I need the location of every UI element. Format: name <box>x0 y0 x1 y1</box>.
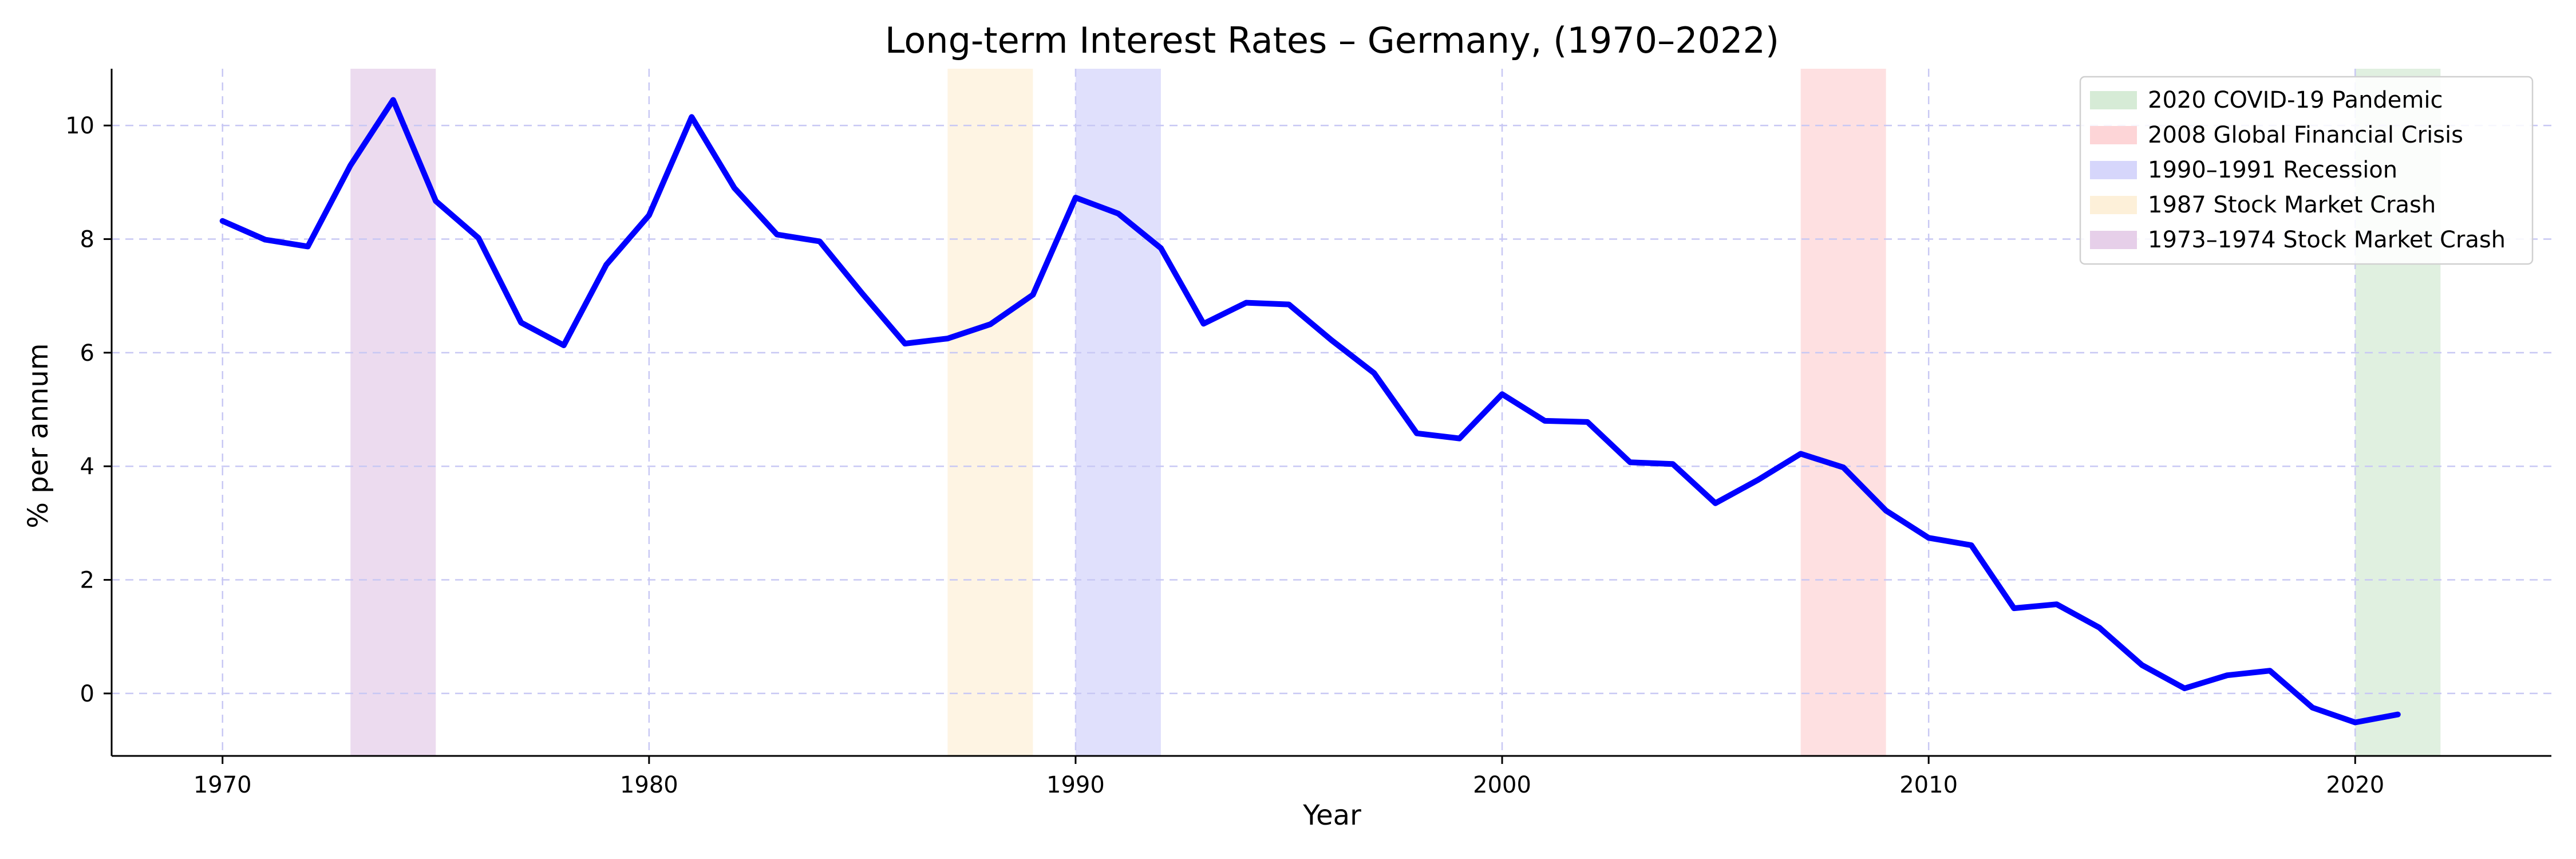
y-tick-label-8: 8 <box>80 227 94 253</box>
series-line-0 <box>219 97 2401 726</box>
legend-label-1: 2008 Global Financial Crisis <box>2148 122 2463 148</box>
shaded-period-1 <box>947 69 1033 756</box>
y-axis-label: % per annum <box>22 343 54 528</box>
tick-layer: 1970 1980 1990 2000 2010 2020 0 2 4 6 8 10 <box>65 113 2384 798</box>
legend-swatch-3 <box>2090 196 2137 214</box>
legend-label-2: 1990–1991 Recession <box>2148 157 2397 183</box>
shaded-period-0 <box>350 69 436 756</box>
shaded-period-2 <box>1075 69 1161 756</box>
y-tick-label-4: 4 <box>80 454 94 480</box>
legend-swatch-0 <box>2090 91 2137 109</box>
x-tick-label-1980: 1980 <box>620 772 678 798</box>
legend-swatch-2 <box>2090 161 2137 179</box>
legend-swatch-4 <box>2090 231 2137 249</box>
x-tick-label-2020: 2020 <box>2326 772 2384 798</box>
legend: 2020 COVID-19 Pandemic 2008 Global Financ… <box>2079 76 2534 265</box>
y-tick-label-6: 6 <box>80 340 94 367</box>
y-tick-label-2: 2 <box>80 568 94 594</box>
x-tick-label-2000: 2000 <box>1473 772 1531 798</box>
x-tick-label-1990: 1990 <box>1046 772 1105 798</box>
series-layer <box>219 97 2401 726</box>
chart-title: Long-term Interest Rates – Germany, (197… <box>885 19 1779 61</box>
legend-label-3: 1987 Stock Market Crash <box>2148 192 2436 218</box>
y-tick-label-10: 10 <box>65 113 94 139</box>
gridlines <box>112 69 2551 756</box>
legend-label-0: 2020 COVID-19 Pandemic <box>2148 87 2443 113</box>
x-tick-label-2010: 2010 <box>1899 772 1958 798</box>
legend-swatch-1 <box>2090 126 2137 144</box>
shaded-period-3 <box>1800 69 1886 756</box>
axes <box>110 69 2551 757</box>
x-axis-label: Year <box>1302 799 1361 832</box>
x-tick-label-1970: 1970 <box>193 772 252 798</box>
legend-label-4: 1973–1974 Stock Market Crash <box>2148 227 2506 253</box>
y-tick-label-0: 0 <box>80 681 94 707</box>
shaded-periods <box>350 69 2441 756</box>
legend-frame <box>2079 76 2534 265</box>
